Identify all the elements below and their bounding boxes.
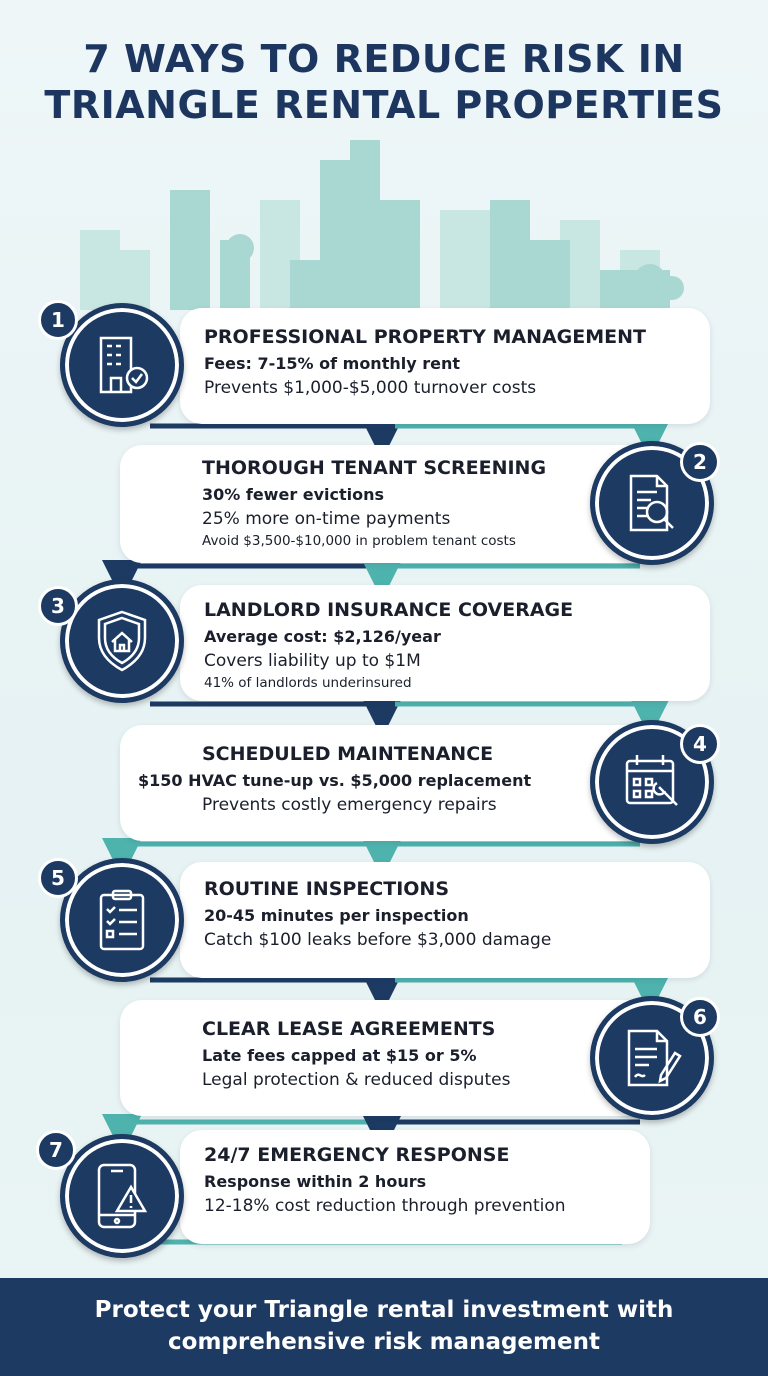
city-skyline-illustration <box>80 140 684 310</box>
page-title: 7 WAYS TO REDUCE RISK IN TRIANGLE RENTAL… <box>44 37 724 127</box>
step-icon-circle-6 <box>590 996 714 1120</box>
building-check-icon <box>99 336 149 394</box>
step-card-6: CLEAR LEASE AGREEMENTS Late fees capped … <box>120 1000 650 1116</box>
step-number-6: 6 <box>680 997 720 1037</box>
step-card-3: LANDLORD INSURANCE COVERAGE Average cost… <box>180 585 710 701</box>
step-card-7: 24/7 EMERGENCY RESPONSE Response within … <box>180 1130 650 1244</box>
footer-banner: Protect your Triangle rental investment … <box>0 1278 768 1376</box>
step-icon-circle-5 <box>60 858 184 982</box>
step-number-2: 2 <box>680 442 720 482</box>
step-number-3: 3 <box>38 586 78 626</box>
step-number-1: 1 <box>38 300 78 340</box>
step-card-5: ROUTINE INSPECTIONS 20-45 minutes per in… <box>180 862 710 978</box>
document-search-icon <box>629 474 674 532</box>
clipboard-checklist-icon <box>99 889 145 951</box>
step-number-7: 7 <box>36 1130 76 1170</box>
calendar-wrench-icon <box>625 755 678 806</box>
step-number-4: 4 <box>680 724 720 764</box>
contract-pen-icon <box>627 1029 682 1087</box>
step-icon-circle-1 <box>60 303 184 427</box>
step-icon-circle-7 <box>60 1134 184 1258</box>
step-icon-circle-3 <box>60 579 184 703</box>
step-card-2: THOROUGH TENANT SCREENING 30% fewer evic… <box>120 445 650 563</box>
step-card-1: PROFESSIONAL PROPERTY MANAGEMENT Fees: 7… <box>180 308 710 424</box>
shield-house-icon <box>97 610 147 672</box>
step-number-5: 5 <box>38 858 78 898</box>
phone-alert-icon <box>97 1163 148 1229</box>
step-card-4: SCHEDULED MAINTENANCE $150 HVAC tune-up … <box>120 725 650 841</box>
